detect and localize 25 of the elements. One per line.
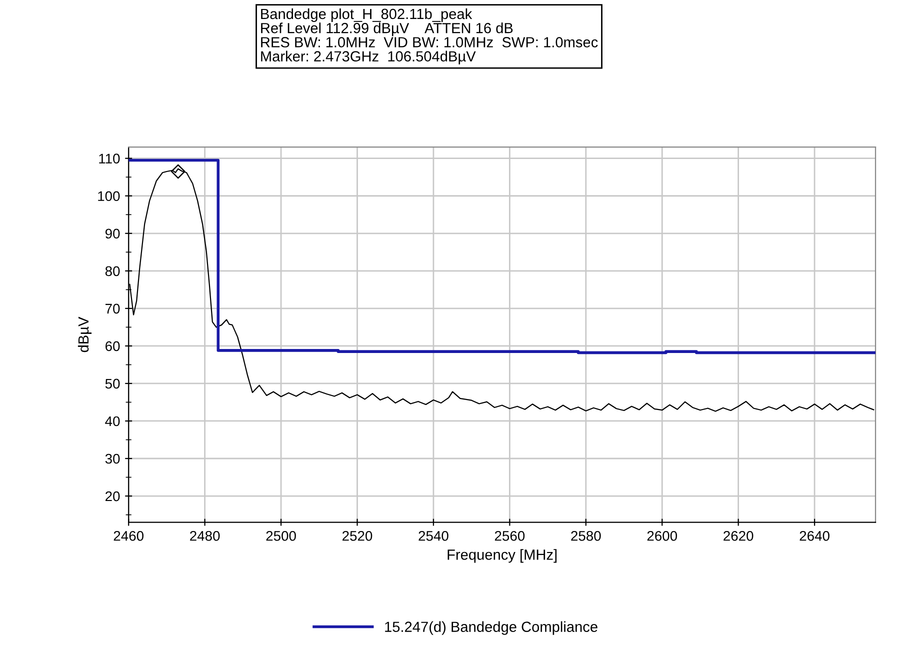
chart-title: Bandedge plot_H_802.11b_peak Ref Level 112.99 dBµV ATTEN 16 dB RES BW: 1.0MHz VID BW: 1.0MHz SWP: 1.0msec Marker: 2.473GHz 106.504dBµV xyxy=(261,8,598,64)
x-tick-label: 2520 xyxy=(342,530,372,541)
y-tick-label: 50 xyxy=(105,378,120,389)
y-tick-label: 70 xyxy=(106,304,120,314)
y-tick-label: 110 xyxy=(99,154,120,164)
x-tick-label: 2580 xyxy=(571,530,601,541)
y-tick-label: 90 xyxy=(105,228,120,239)
y-tick-label: 20 xyxy=(106,491,120,502)
y-tick-label: 60 xyxy=(106,341,120,352)
x-tick-label: 2480 xyxy=(190,530,220,541)
y-tick-label: 80 xyxy=(105,266,120,276)
x-tick-label: 2620 xyxy=(724,530,754,541)
y-axis-title: dBµV xyxy=(78,316,92,352)
x-tick-label: 2460 xyxy=(114,530,144,541)
x-axis-title: Frequency [MHz] xyxy=(448,549,557,563)
x-tick-label: 2640 xyxy=(800,530,830,541)
line-series xyxy=(128,158,876,354)
x-tick-label: 2540 xyxy=(418,530,448,541)
x-tick-label: 2560 xyxy=(494,530,525,541)
y-tick-label: 100 xyxy=(98,191,120,202)
legend-label: 15.247(d) Bandedge Compliance xyxy=(385,621,598,635)
x-tick-label: 2500 xyxy=(266,530,296,541)
y-tick-label: 40 xyxy=(105,416,120,426)
x-tick-label: 2600 xyxy=(647,530,678,541)
y-tick-label: 30 xyxy=(105,454,120,464)
